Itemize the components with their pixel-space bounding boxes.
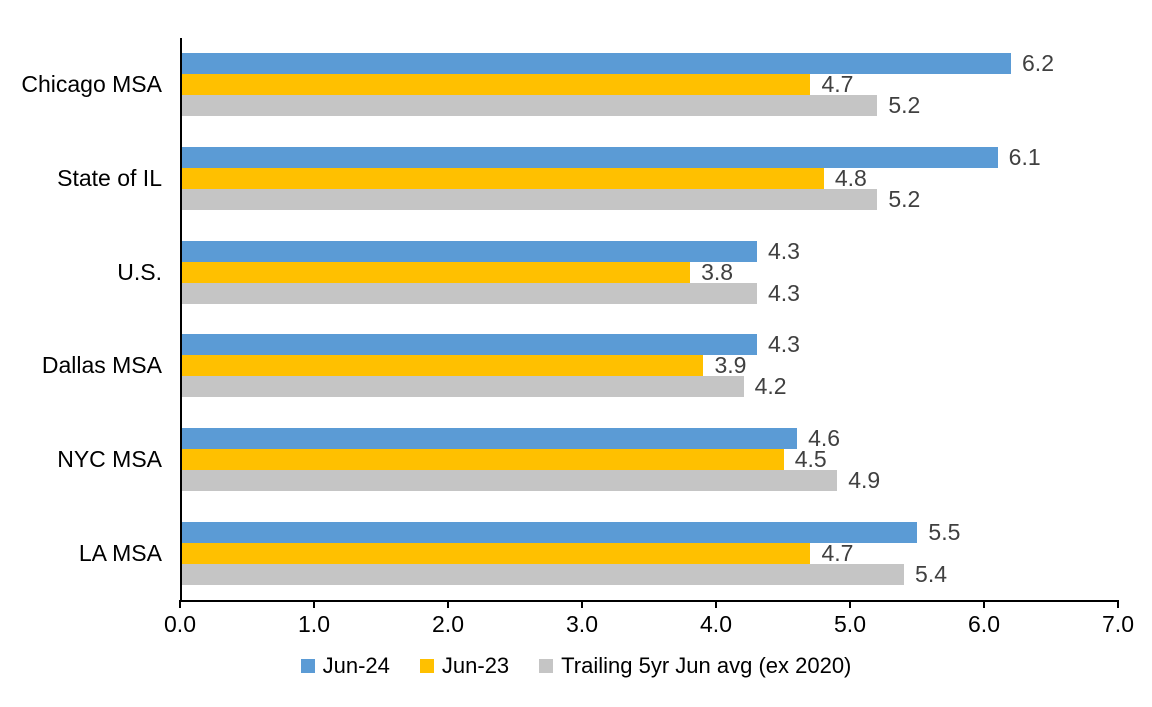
- bar: [182, 542, 811, 564]
- legend-label: Jun-24: [322, 653, 390, 678]
- bar-row: 4.3: [182, 237, 1118, 264]
- bar: [182, 355, 704, 377]
- x-tick-label: 2.0: [432, 611, 464, 637]
- x-tick-mark: [447, 600, 449, 608]
- legend-swatch-icon: [539, 659, 554, 673]
- bar-value-label: 4.3: [767, 331, 800, 358]
- bar-row: 4.9: [182, 467, 1118, 494]
- x-tick-mark: [1117, 600, 1119, 608]
- bar-value-label: 6.1: [1008, 144, 1041, 170]
- bar: [182, 189, 878, 210]
- bar-row: 3.8: [182, 258, 1118, 285]
- bar-value-label: 4.5: [794, 446, 827, 473]
- bar-row: 4.7: [182, 539, 1118, 566]
- bar-value-label: 4.3: [767, 279, 800, 306]
- x-tick-mark: [715, 600, 717, 608]
- bar: [182, 563, 905, 585]
- bar: [182, 449, 784, 471]
- bar-row: 5.2: [182, 92, 1118, 119]
- bar: [182, 147, 998, 168]
- bar-value-label: 5.5: [928, 518, 961, 545]
- bar: [182, 168, 824, 189]
- bar: [182, 376, 744, 398]
- bar-row: 4.3: [182, 331, 1118, 358]
- bar: [182, 282, 757, 304]
- bar-row: 4.8: [182, 165, 1118, 191]
- bar: [182, 428, 798, 450]
- x-tick-mark: [983, 600, 985, 608]
- bar-group: 6.2 4.7 5.2: [182, 38, 1118, 132]
- legend-swatch-icon: [419, 659, 434, 673]
- category-label: Chicago MSA: [21, 71, 162, 98]
- legend-label: Trailing 5yr Jun avg (ex 2020): [561, 653, 852, 678]
- bar-row: 5.4: [182, 560, 1118, 587]
- bar-group: 6.1 4.8 5.2: [182, 132, 1118, 226]
- bar: [182, 261, 691, 283]
- x-tick-label: 7.0: [1102, 611, 1134, 637]
- x-tick-label: 6.0: [968, 611, 1000, 637]
- legend: Jun-24 Jun-23 Trailing 5yr Jun avg (ex 202…: [0, 651, 1152, 681]
- bar-row: 4.6: [182, 425, 1118, 452]
- bar-group: 4.3 3.8 4.3: [182, 225, 1118, 319]
- bar-row: 3.9: [182, 352, 1118, 379]
- x-tick-mark: [179, 600, 181, 608]
- bar-value-label: 3.8: [701, 258, 734, 285]
- category-axis: Chicago MSA State of IL U.S. Dallas MSA NYC …: [0, 38, 162, 600]
- bar-group: 5.5 4.7 5.4: [182, 506, 1118, 600]
- category-label: NYC MSA: [57, 446, 162, 473]
- bar-value-label: 5.2: [888, 92, 921, 119]
- bar: [182, 334, 757, 356]
- bar: [182, 521, 918, 543]
- legend-label: Jun-23: [441, 653, 510, 678]
- bar-row: 5.5: [182, 518, 1118, 545]
- bar-row: 4.2: [182, 373, 1118, 400]
- category-label: Dallas MSA: [41, 352, 162, 379]
- bar: [182, 74, 811, 96]
- legend-item: Jun-24: [300, 653, 390, 679]
- bar-value-label: 4.6: [808, 425, 841, 452]
- bar-row: 5.2: [182, 186, 1118, 212]
- legend-item: Trailing 5yr Jun avg (ex 2020): [539, 653, 851, 679]
- bar-value-label: 6.2: [1022, 50, 1054, 77]
- x-axis: 0.0 1.0 2.0 3.0 4.0 5.0 6.0 7.0: [164, 600, 1134, 648]
- bar: [182, 53, 1012, 75]
- x-tick-mark: [849, 600, 851, 608]
- bar-value-label: 4.3: [767, 237, 800, 264]
- bar-group: 4.6 4.5 4.9: [182, 413, 1118, 507]
- category-label: LA MSA: [78, 539, 162, 566]
- bar-group: 4.3 3.9 4.2: [182, 319, 1118, 413]
- x-tick-label: 3.0: [566, 611, 598, 637]
- bar-row: 4.5: [182, 446, 1118, 473]
- bar-value-label: 4.8: [834, 165, 867, 191]
- x-tick-label: 4.0: [700, 611, 732, 637]
- bar-value-label: 5.2: [888, 186, 921, 212]
- bar-row: 4.7: [182, 71, 1118, 98]
- bar-row: 4.3: [182, 279, 1118, 306]
- x-tick-mark: [581, 600, 583, 608]
- plot-area: 6.2 4.7 5.2 6.1 4.8 5.2 4.3 3.8 4.3 4.3 3.9 4.2 4.6 4…: [180, 38, 1118, 602]
- bar-value-label: 3.9: [714, 352, 747, 379]
- bar: [182, 240, 757, 262]
- bar-value-label: 5.4: [915, 560, 948, 587]
- bar-row: 6.2: [182, 50, 1118, 77]
- legend-item: Jun-23: [419, 653, 510, 679]
- x-tick-label: 1.0: [298, 611, 330, 637]
- x-tick-label: 0.0: [164, 611, 196, 637]
- bar: [182, 95, 878, 117]
- x-tick-mark: [313, 600, 315, 608]
- category-label: State of IL: [57, 165, 162, 191]
- category-label: U.S.: [117, 258, 162, 285]
- bar: [182, 470, 838, 492]
- bar-value-label: 4.9: [848, 467, 881, 494]
- x-tick-label: 5.0: [834, 611, 866, 637]
- bar-value-label: 4.7: [821, 71, 854, 98]
- bar-row: 6.1: [182, 144, 1118, 170]
- legend-swatch-icon: [300, 659, 315, 673]
- bar-value-label: 4.7: [821, 539, 854, 566]
- bar-value-label: 4.2: [754, 373, 787, 400]
